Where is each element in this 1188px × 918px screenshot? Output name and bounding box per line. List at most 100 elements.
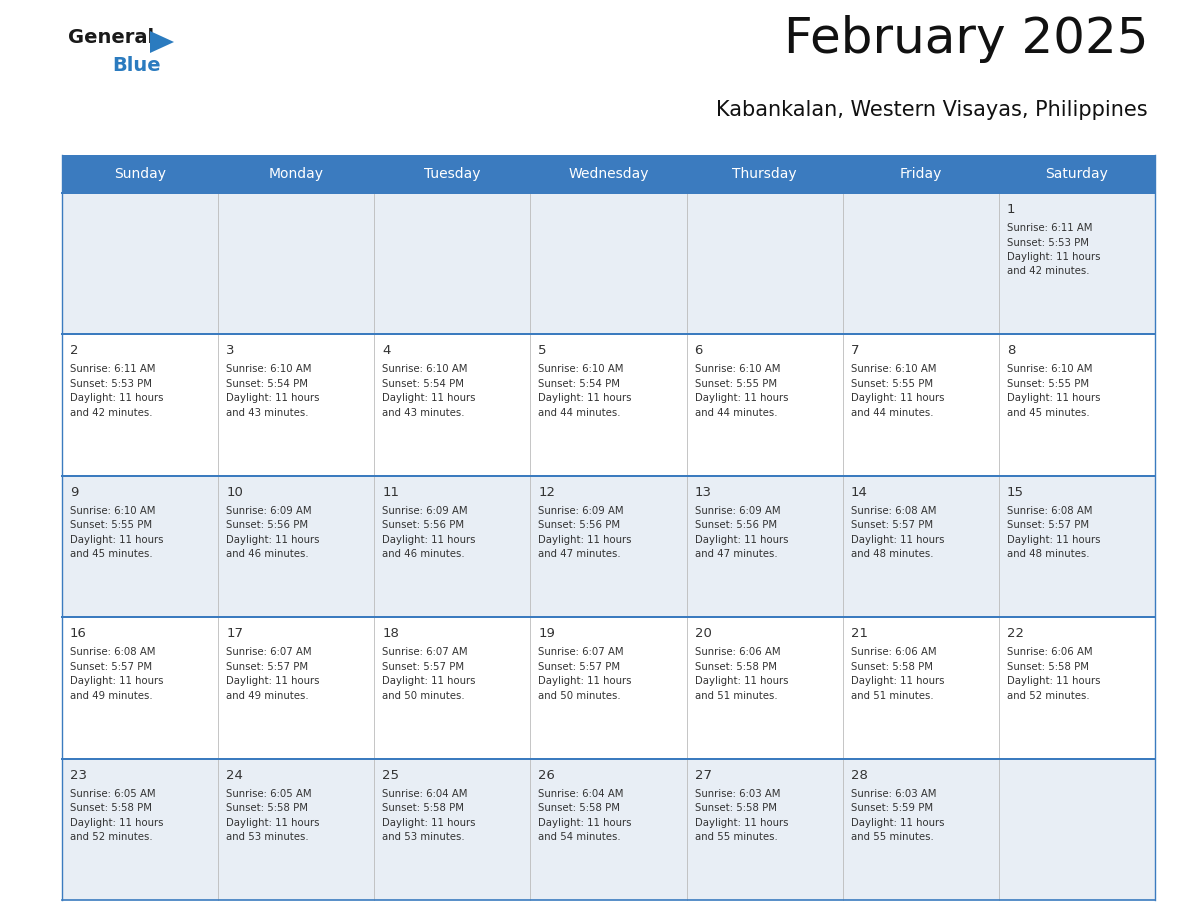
Text: Daylight: 11 hours: Daylight: 11 hours (70, 677, 164, 686)
Text: Sunset: 5:57 PM: Sunset: 5:57 PM (70, 662, 152, 672)
Bar (842, 758, 999, 900)
Text: February 2025: February 2025 (784, 15, 1148, 63)
Text: Sunrise: 6:10 AM: Sunrise: 6:10 AM (70, 506, 156, 516)
Text: Sunrise: 6:10 AM: Sunrise: 6:10 AM (695, 364, 781, 375)
Bar (374, 476, 530, 617)
Text: 19: 19 (538, 627, 555, 640)
Text: and 52 minutes.: and 52 minutes. (70, 832, 152, 842)
Text: Sunrise: 6:08 AM: Sunrise: 6:08 AM (851, 506, 936, 516)
Text: and 50 minutes.: and 50 minutes. (383, 690, 465, 700)
Text: Wednesday: Wednesday (568, 167, 649, 181)
Text: and 45 minutes.: and 45 minutes. (1007, 408, 1089, 418)
Text: Sunset: 5:54 PM: Sunset: 5:54 PM (538, 379, 620, 389)
Text: 9: 9 (70, 486, 78, 498)
Bar (62, 193, 219, 334)
Text: Sunset: 5:54 PM: Sunset: 5:54 PM (226, 379, 308, 389)
Text: and 47 minutes.: and 47 minutes. (695, 549, 777, 559)
Text: and 45 minutes.: and 45 minutes. (70, 549, 152, 559)
Bar (530, 476, 687, 617)
Text: Thursday: Thursday (732, 167, 797, 181)
Text: and 48 minutes.: and 48 minutes. (1007, 549, 1089, 559)
Text: 3: 3 (226, 344, 235, 357)
Bar (530, 193, 687, 334)
Text: 8: 8 (1007, 344, 1016, 357)
Text: Blue: Blue (112, 56, 160, 75)
Text: Daylight: 11 hours: Daylight: 11 hours (695, 818, 788, 828)
Text: Sunset: 5:58 PM: Sunset: 5:58 PM (383, 803, 465, 813)
Text: Daylight: 11 hours: Daylight: 11 hours (383, 394, 475, 403)
Text: Sunset: 5:54 PM: Sunset: 5:54 PM (383, 379, 465, 389)
Text: Daylight: 11 hours: Daylight: 11 hours (1007, 394, 1100, 403)
Text: and 55 minutes.: and 55 minutes. (851, 832, 934, 842)
Text: and 49 minutes.: and 49 minutes. (226, 690, 309, 700)
Text: Sunrise: 6:10 AM: Sunrise: 6:10 AM (851, 364, 936, 375)
Text: Daylight: 11 hours: Daylight: 11 hours (1007, 677, 1100, 686)
Bar (842, 476, 999, 617)
Text: 28: 28 (851, 768, 867, 781)
Text: Kabankalan, Western Visayas, Philippines: Kabankalan, Western Visayas, Philippines (716, 100, 1148, 120)
Text: Sunset: 5:58 PM: Sunset: 5:58 PM (695, 662, 777, 672)
Text: Sunset: 5:58 PM: Sunset: 5:58 PM (538, 803, 620, 813)
Text: Sunset: 5:57 PM: Sunset: 5:57 PM (1007, 521, 1089, 531)
Text: Daylight: 11 hours: Daylight: 11 hours (538, 818, 632, 828)
Bar (62, 155, 1155, 193)
Text: and 50 minutes.: and 50 minutes. (538, 690, 621, 700)
Text: and 52 minutes.: and 52 minutes. (1007, 690, 1089, 700)
Text: 4: 4 (383, 344, 391, 357)
Bar (530, 617, 687, 758)
Text: Sunset: 5:58 PM: Sunset: 5:58 PM (70, 803, 152, 813)
Bar (530, 334, 687, 476)
Text: and 44 minutes.: and 44 minutes. (538, 408, 621, 418)
Text: and 46 minutes.: and 46 minutes. (226, 549, 309, 559)
Bar (842, 334, 999, 476)
Text: Sunrise: 6:11 AM: Sunrise: 6:11 AM (70, 364, 156, 375)
Text: Daylight: 11 hours: Daylight: 11 hours (851, 677, 944, 686)
Text: Daylight: 11 hours: Daylight: 11 hours (538, 535, 632, 544)
Text: Sunrise: 6:06 AM: Sunrise: 6:06 AM (695, 647, 781, 657)
Text: Sunset: 5:57 PM: Sunset: 5:57 PM (851, 521, 933, 531)
Text: and 44 minutes.: and 44 minutes. (851, 408, 934, 418)
Text: Sunrise: 6:04 AM: Sunrise: 6:04 AM (538, 789, 624, 799)
Text: 17: 17 (226, 627, 244, 640)
Text: Tuesday: Tuesday (424, 167, 481, 181)
Text: and 44 minutes.: and 44 minutes. (695, 408, 777, 418)
Text: and 46 minutes.: and 46 minutes. (383, 549, 465, 559)
Text: Sunrise: 6:09 AM: Sunrise: 6:09 AM (383, 506, 468, 516)
Bar (999, 758, 1155, 900)
Text: Sunrise: 6:09 AM: Sunrise: 6:09 AM (226, 506, 311, 516)
Text: Daylight: 11 hours: Daylight: 11 hours (1007, 252, 1100, 262)
Bar (62, 617, 219, 758)
Text: 27: 27 (695, 768, 712, 781)
Bar (999, 193, 1155, 334)
Text: 11: 11 (383, 486, 399, 498)
Text: Sunrise: 6:04 AM: Sunrise: 6:04 AM (383, 789, 468, 799)
Text: Friday: Friday (899, 167, 942, 181)
Bar (999, 476, 1155, 617)
Text: and 43 minutes.: and 43 minutes. (226, 408, 309, 418)
Text: Sunrise: 6:06 AM: Sunrise: 6:06 AM (1007, 647, 1093, 657)
Text: Sunset: 5:55 PM: Sunset: 5:55 PM (1007, 379, 1089, 389)
Text: 21: 21 (851, 627, 867, 640)
Text: and 42 minutes.: and 42 minutes. (1007, 266, 1089, 276)
Bar (842, 193, 999, 334)
Bar (374, 334, 530, 476)
Text: Sunrise: 6:10 AM: Sunrise: 6:10 AM (1007, 364, 1092, 375)
Text: and 53 minutes.: and 53 minutes. (383, 832, 465, 842)
Bar (374, 758, 530, 900)
Text: Sunset: 5:57 PM: Sunset: 5:57 PM (383, 662, 465, 672)
Text: Sunset: 5:57 PM: Sunset: 5:57 PM (226, 662, 308, 672)
Text: Sunset: 5:58 PM: Sunset: 5:58 PM (1007, 662, 1089, 672)
Text: Daylight: 11 hours: Daylight: 11 hours (226, 677, 320, 686)
Text: Daylight: 11 hours: Daylight: 11 hours (226, 535, 320, 544)
Text: Daylight: 11 hours: Daylight: 11 hours (70, 394, 164, 403)
Text: Daylight: 11 hours: Daylight: 11 hours (383, 535, 475, 544)
Text: Sunset: 5:59 PM: Sunset: 5:59 PM (851, 803, 933, 813)
Bar (219, 193, 374, 334)
Text: Sunrise: 6:10 AM: Sunrise: 6:10 AM (226, 364, 311, 375)
Text: Daylight: 11 hours: Daylight: 11 hours (851, 394, 944, 403)
Bar (374, 193, 530, 334)
Text: Daylight: 11 hours: Daylight: 11 hours (538, 394, 632, 403)
Text: 5: 5 (538, 344, 546, 357)
Text: and 47 minutes.: and 47 minutes. (538, 549, 621, 559)
Bar (62, 334, 219, 476)
